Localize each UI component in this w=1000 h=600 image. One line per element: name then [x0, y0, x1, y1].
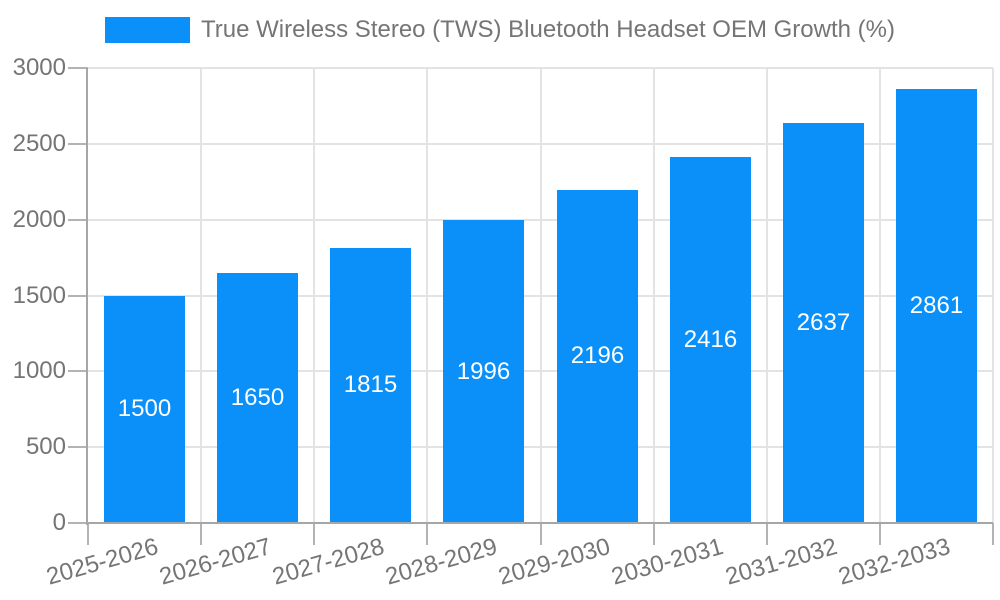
- legend-label: True Wireless Stereo (TWS) Bluetooth Hea…: [201, 16, 895, 43]
- legend-swatch-icon: [105, 17, 191, 43]
- bar-value-label: 1815: [343, 371, 398, 399]
- bar-value-label: 1500: [117, 395, 172, 423]
- y-axis-tick: [68, 142, 88, 145]
- y-axis-tick: [68, 522, 88, 524]
- x-axis-tick: [992, 523, 994, 545]
- bar-value-label: 2861: [909, 292, 964, 320]
- bar: 2861: [896, 89, 977, 523]
- x-axis-tick-label: 2026-2027: [156, 533, 275, 591]
- gridline-vertical: [313, 68, 316, 523]
- y-axis-tick-label: 0: [52, 509, 66, 536]
- bar: 1815: [330, 247, 411, 523]
- y-axis-tick-label: 2500: [12, 129, 66, 157]
- bar: 1500: [104, 295, 185, 523]
- y-axis-tick: [68, 294, 88, 297]
- x-axis-tick-label: 2027-2028: [269, 533, 388, 591]
- y-axis-tick: [68, 67, 88, 69]
- bar: 2637: [783, 123, 864, 523]
- y-axis-tick: [68, 218, 88, 221]
- bar-value-label: 2416: [683, 325, 738, 353]
- y-axis-tick-label: 3000: [12, 54, 66, 81]
- bar-value-label: 2637: [796, 309, 851, 337]
- x-axis-tick-label: 2025-2026: [43, 533, 162, 591]
- x-axis-tick: [313, 523, 316, 545]
- chart-legend-item[interactable]: True Wireless Stereo (TWS) Bluetooth Hea…: [105, 16, 895, 44]
- x-axis-tick: [878, 523, 881, 545]
- y-axis-tick-label: 1000: [12, 357, 66, 385]
- gridline-vertical: [878, 68, 881, 523]
- x-axis-tick: [765, 523, 768, 545]
- x-axis-tick-label: 2028-2029: [382, 533, 501, 591]
- bar: 1996: [443, 220, 524, 523]
- bar-value-label: 2196: [570, 342, 625, 370]
- x-axis-tick: [652, 523, 655, 545]
- gridline-vertical: [992, 68, 994, 523]
- y-axis-tick-label: 2000: [12, 205, 66, 233]
- bar: 1650: [217, 272, 298, 523]
- y-axis-tick: [68, 446, 88, 449]
- x-axis-tick-label: 2031-2032: [721, 533, 840, 591]
- gridline-vertical: [539, 68, 542, 523]
- x-axis-tick: [426, 523, 429, 545]
- x-axis-tick-label: 2032-2033: [835, 533, 953, 591]
- gridline-vertical: [765, 68, 768, 523]
- bar: 2196: [557, 189, 638, 523]
- x-axis-tick-label: 2030-2031: [608, 533, 727, 591]
- y-axis-tick-label: 1500: [12, 281, 66, 309]
- gridline-vertical: [426, 68, 429, 523]
- gridline-vertical: [200, 68, 203, 523]
- gridline-vertical: [652, 68, 655, 523]
- bar: 2416: [670, 156, 751, 523]
- bar-value-label: 1650: [230, 383, 285, 411]
- x-axis-tick: [539, 523, 542, 545]
- x-axis-tick-label: 2029-2030: [495, 533, 614, 591]
- bar-value-label: 1996: [456, 357, 511, 385]
- y-axis-tick: [68, 370, 88, 373]
- y-axis-line: [86, 68, 88, 525]
- y-axis-tick-label: 500: [25, 433, 66, 461]
- x-axis-line: [86, 522, 993, 524]
- x-axis-tick: [200, 523, 203, 545]
- x-axis-tick: [87, 523, 89, 545]
